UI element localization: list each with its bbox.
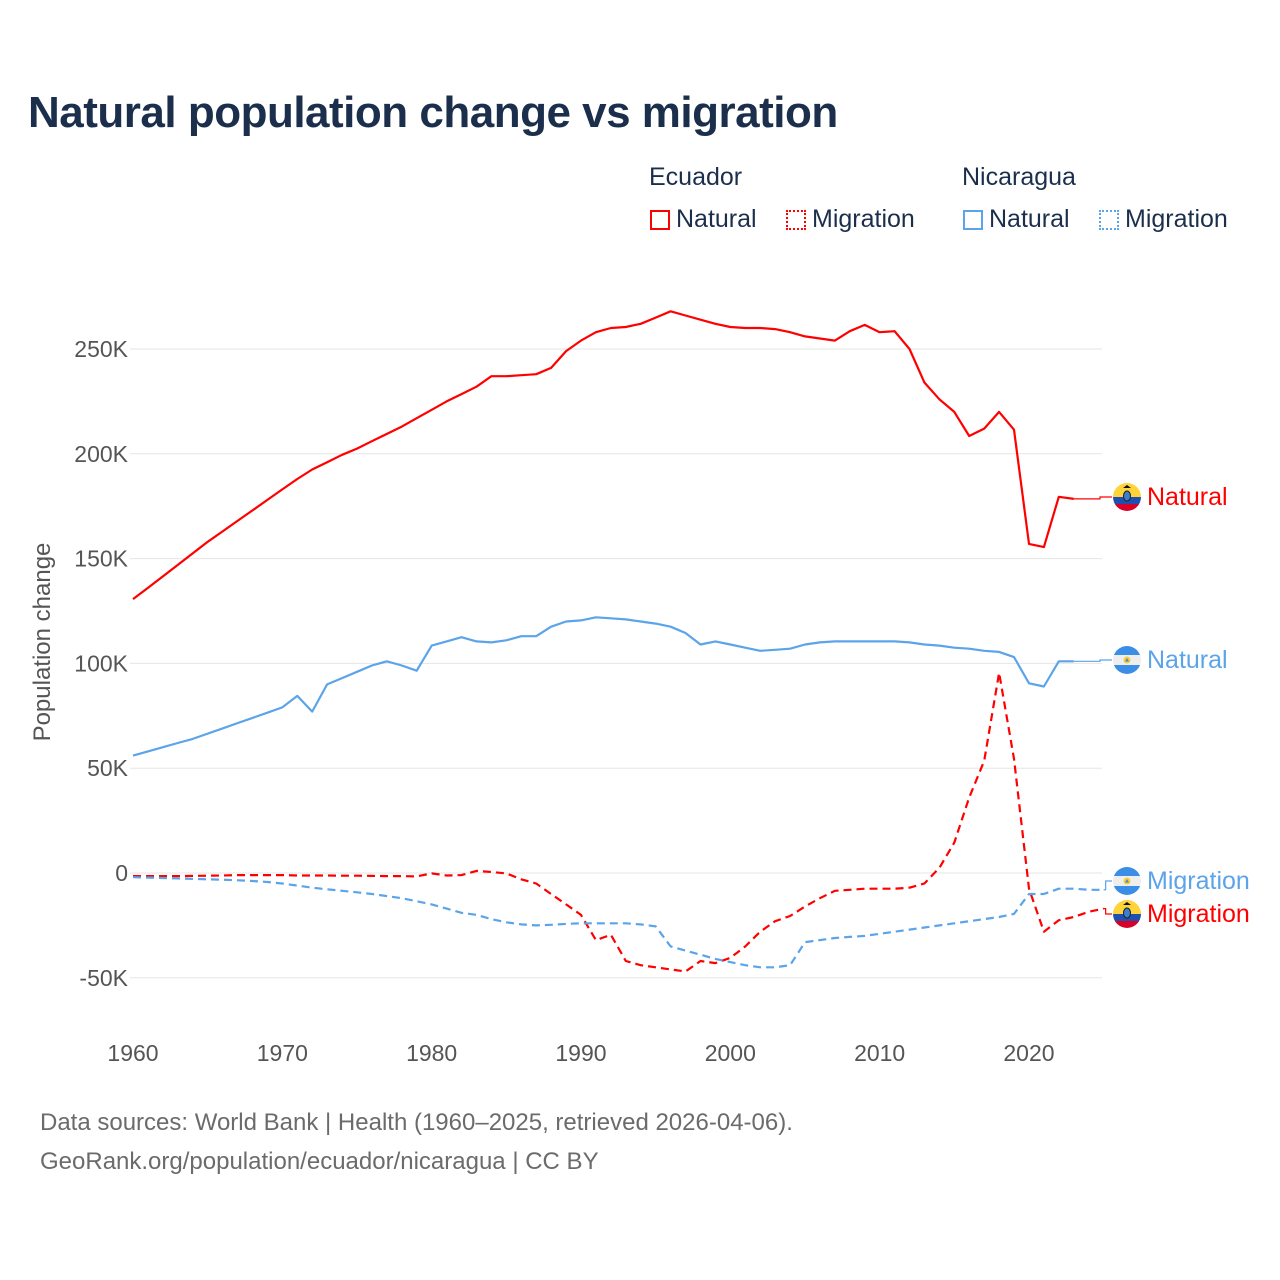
ecuador-flag-icon bbox=[1113, 900, 1141, 928]
y-tick-label: 250K bbox=[74, 336, 128, 362]
legend-label: Natural bbox=[989, 205, 1070, 233]
x-tick-label: 1970 bbox=[257, 1040, 308, 1066]
legend-ecuador-migration[interactable]: Migration bbox=[786, 205, 915, 234]
series-line-nicaragua-natural bbox=[132, 616, 1074, 757]
x-tick-label: 2000 bbox=[705, 1040, 756, 1066]
series-line-ecuador-migration bbox=[133, 671, 1104, 973]
x-tick-label: 2010 bbox=[854, 1040, 905, 1066]
nicaragua-flag-icon bbox=[1113, 867, 1141, 895]
y-tick-label: 200K bbox=[74, 441, 128, 467]
nicaragua-flag-icon bbox=[1113, 646, 1141, 674]
legend-group-nicaragua: Nicaragua bbox=[962, 163, 1076, 191]
legend-group-ecuador: Ecuador bbox=[649, 163, 743, 191]
legend-ecuador-natural[interactable]: Natural bbox=[650, 205, 757, 234]
source-line-2[interactable]: GeoRank.org/population/ecuador/nicaragua… bbox=[40, 1148, 599, 1175]
y-axis-label: Population change bbox=[29, 543, 56, 742]
y-tick-label: -50K bbox=[79, 965, 128, 991]
legend-swatch-dotted bbox=[786, 209, 806, 230]
series-line-ecuador-natural bbox=[132, 310, 1074, 600]
series-line-nicaragua-migration bbox=[132, 876, 1104, 969]
y-tick-label: 100K bbox=[74, 650, 128, 676]
end-label: Natural bbox=[1147, 646, 1228, 674]
legend-label: Migration bbox=[812, 205, 915, 233]
legend-label: Natural bbox=[676, 205, 757, 233]
chart-title: Natural population change vs migration bbox=[28, 88, 838, 137]
end-connector bbox=[1073, 496, 1112, 500]
end-connector bbox=[1103, 908, 1112, 915]
end-label: Migration bbox=[1147, 867, 1250, 895]
legend-nicaragua-natural[interactable]: Natural bbox=[963, 205, 1070, 234]
legend-nicaragua-migration[interactable]: Migration bbox=[1099, 205, 1228, 234]
x-tick-label: 1980 bbox=[406, 1040, 457, 1066]
end-label: Natural bbox=[1147, 483, 1228, 511]
x-tick-label: 2020 bbox=[1003, 1040, 1054, 1066]
ecuador-flag-icon bbox=[1113, 483, 1141, 511]
y-tick-label: 0 bbox=[115, 860, 128, 886]
end-label: Migration bbox=[1147, 900, 1250, 928]
legend-label: Migration bbox=[1125, 205, 1228, 233]
x-tick-label: 1960 bbox=[107, 1040, 158, 1066]
source-line-1: Data sources: World Bank | Health (1960–… bbox=[40, 1109, 793, 1136]
legend-swatch-dotted bbox=[1099, 209, 1119, 230]
x-tick-label: 1990 bbox=[555, 1040, 606, 1066]
y-tick-label: 150K bbox=[74, 546, 128, 572]
y-tick-label: 50K bbox=[87, 755, 129, 781]
end-connector bbox=[1073, 659, 1112, 662]
legend-swatch-solid bbox=[650, 209, 670, 230]
legend-swatch-solid bbox=[963, 209, 983, 230]
end-connector bbox=[1103, 880, 1112, 891]
